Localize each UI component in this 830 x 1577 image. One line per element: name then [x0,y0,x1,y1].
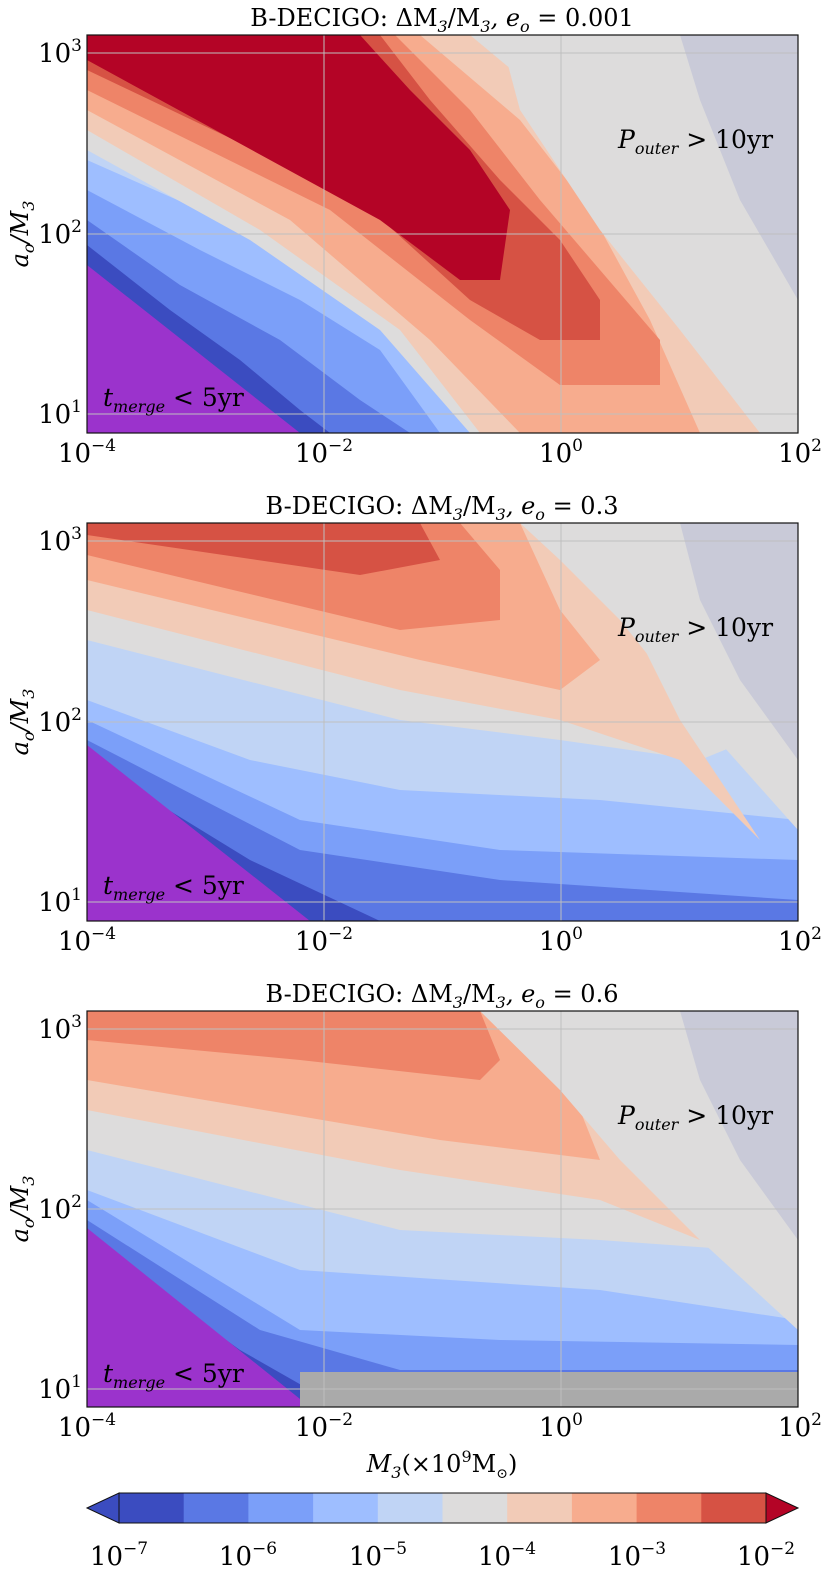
outer-period-shade-dark [680,1011,798,1240]
colorbar-cells [119,1493,767,1523]
panel-1-xticks: 10−4 10−2 100 102 [58,436,822,469]
contour-level-1 [87,1220,798,1407]
ytick-label: 101 [38,397,82,430]
colorbar-cell [248,1493,314,1523]
contour-level-9 [87,523,440,575]
colorbar-cell [701,1493,767,1523]
ytick-label: 103 [38,524,82,557]
panel-2-ylabel: ao/M3 [6,689,38,756]
colorbar-tick-label: 10−5 [349,1539,407,1572]
panel-1-grid [87,35,798,433]
outer-period-label: Pouter > 10yr [617,1101,773,1134]
ytick-label: 103 [38,1012,82,1045]
ytick-label: 102 [38,1192,82,1225]
ytick-label: 102 [38,705,82,738]
xtick-label: 102 [778,924,822,957]
xtick-label: 102 [778,1410,822,1443]
colorbar-tick-label: 10−6 [219,1539,277,1572]
colorbar: 10−7 10−6 10−5 10−4 10−3 10−2 [85,1492,800,1572]
panel-2-xticks: 10−4 10−2 100 102 [58,924,822,957]
panel-3-title: B-DECIGO: ΔM3/M3, eo = 0.6 [266,980,619,1012]
panel-3-contours: Pouter > 10yr tmerge < 5yr [87,1011,798,1407]
ytick-label: 101 [38,885,82,918]
ytick-label: 102 [38,217,82,250]
colorbar-frame [118,1492,767,1524]
panel-2: B-DECIGO: ΔM3/M3, eo = 0.3 Pouter > 10y [6,492,822,957]
xtick-label: 100 [539,924,583,957]
xtick-label: 10−4 [58,436,116,469]
colorbar-cell [183,1493,249,1523]
xtick-label: 102 [778,436,822,469]
outer-period-label: Pouter > 10yr [617,613,773,646]
merge-region [87,1228,310,1407]
colorbar-ticks: 10−7 10−6 10−5 10−4 10−3 10−2 [90,1539,795,1572]
panel-1-frame [86,34,799,434]
panel-3-xticks: 10−4 10−2 100 102 [58,1410,822,1443]
contour-level-10 [87,35,510,280]
ytick-label: 101 [38,1372,82,1405]
colorbar-cell [636,1493,702,1523]
outer-period-label: Pouter > 10yr [617,125,773,158]
colorbar-cell [119,1493,185,1523]
panel-2-yticks: 101 102 103 [38,524,82,918]
colorbar-tick-label: 10−4 [478,1539,536,1572]
panel-1: B-DECIGO: ΔM3/M3, eo = 0.001 Pou [6,4,822,469]
colorbar-tick-label: 10−7 [90,1539,148,1572]
merge-region [87,265,300,433]
panel-2-title: B-DECIGO: ΔM3/M3, eo = 0.3 [266,492,619,524]
xtick-label: 10−4 [58,924,116,957]
panel-2-contours: Pouter > 10yr tmerge < 5yr [87,523,798,921]
colorbar-cell [313,1493,379,1523]
panel-1-yticks: 101 102 103 [38,36,82,430]
panel-1-title: B-DECIGO: ΔM3/M3, eo = 0.001 [250,4,634,36]
panel-3-frame [86,1010,799,1408]
merge-label: tmerge < 5yr [103,1359,244,1392]
colorbar-cell [377,1493,443,1523]
contour-level-8 [87,1011,500,1080]
merge-label: tmerge < 5yr [103,871,244,904]
panel-3-ylabel: ao/M3 [6,1176,38,1243]
outer-period-shade-dark [680,523,798,760]
panel-3-yticks: 101 102 103 [38,1012,82,1405]
colorbar-tick-label: 10−2 [737,1539,795,1572]
colorbar-cell [507,1493,573,1523]
merge-label: tmerge < 5yr [103,383,244,416]
xtick-label: 10−4 [58,1410,116,1443]
ytick-label: 103 [38,36,82,69]
panel-3-xlabel: M3(×109M⊙) [366,1447,518,1482]
panel-1-contours: Pouter > 10yr tmerge < 5yr [87,35,798,433]
panel-2-frame [86,522,799,922]
xtick-label: 10−2 [295,1410,353,1443]
panel-2-grid [87,523,798,921]
colorbar-cell [442,1493,508,1523]
panel-3-grid [87,1011,798,1407]
colorbar-extend-low [85,1492,120,1524]
colorbar-extend-high [765,1492,800,1524]
xtick-label: 100 [539,436,583,469]
colorbar-tick-label: 10−3 [608,1539,666,1572]
xtick-label: 100 [539,1410,583,1443]
xtick-label: 10−2 [295,436,353,469]
panel-1-ylabel: ao/M3 [6,201,38,268]
colorbar-cell [571,1493,638,1523]
xtick-label: 10−2 [295,924,353,957]
merge-region [87,745,310,921]
panel-3: B-DECIGO: ΔM3/M3, eo = 0.6 Pouter > 10y [6,980,822,1482]
